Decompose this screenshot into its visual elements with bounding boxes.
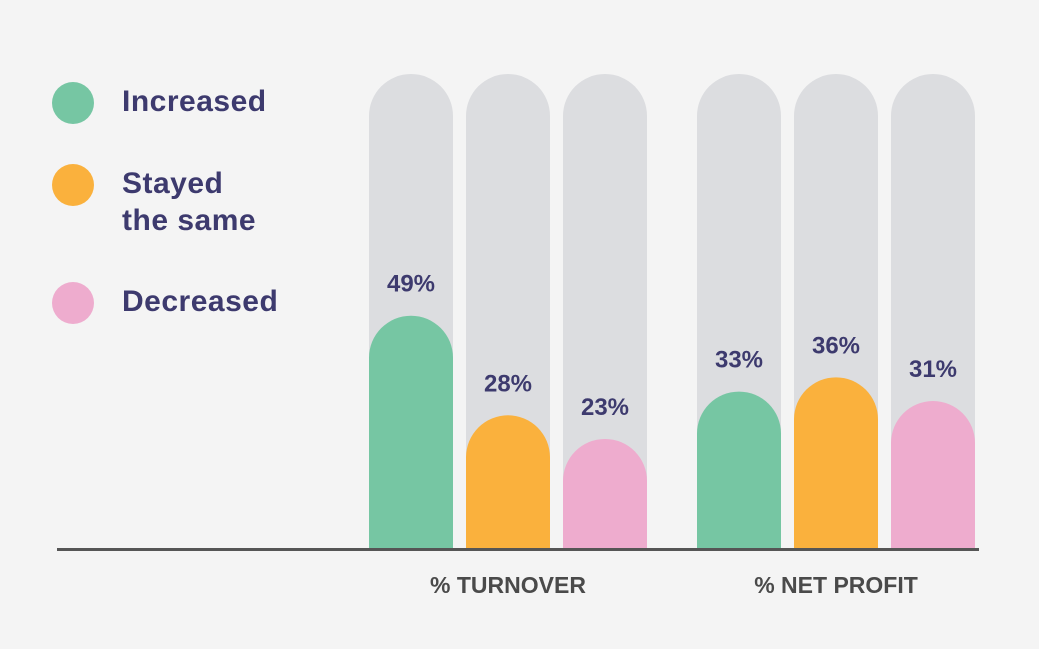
legend-item-stayed-the-same: Stayed the same xyxy=(52,164,256,239)
group-label-turnover: % TURNOVER xyxy=(430,572,586,598)
value-label-net-profit-stayed-the-same: 36% xyxy=(812,332,860,359)
bar-turnover-increased xyxy=(369,315,453,548)
group-labels: % TURNOVER % NET PROFIT xyxy=(430,572,918,598)
legend-label-increased: Increased xyxy=(122,85,267,118)
value-label-net-profit-decreased: 31% xyxy=(909,356,957,383)
legend-swatch-stayed-the-same xyxy=(52,164,94,206)
legend-item-decreased: Decreased xyxy=(52,282,278,324)
legend-label-stayed-the-same: Stayed the same xyxy=(122,167,257,237)
legend-swatch-decreased xyxy=(52,282,94,324)
legend-label-decreased: Decreased xyxy=(122,285,279,318)
bar-net-profit-stayed-the-same xyxy=(794,377,878,548)
value-label-turnover-increased: 49% xyxy=(387,271,435,298)
bar-net-profit-increased xyxy=(697,391,781,548)
bar-track-turnover-decreased xyxy=(563,74,647,548)
bar-turnover-decreased xyxy=(563,438,647,548)
legend-swatch-increased xyxy=(52,82,94,124)
value-labels: 49% 28% 23% 33% 36% 31% xyxy=(387,271,957,421)
bars xyxy=(369,315,975,548)
value-label-turnover-decreased: 23% xyxy=(581,394,629,421)
value-label-net-profit-increased: 33% xyxy=(715,347,763,374)
legend-item-increased: Increased xyxy=(52,82,267,124)
bar-net-profit-decreased xyxy=(891,401,975,548)
group-label-net-profit: % NET PROFIT xyxy=(754,572,918,598)
bar-tracks xyxy=(369,74,975,548)
bar-turnover-stayed-the-same xyxy=(466,415,550,548)
value-label-turnover-stayed-the-same: 28% xyxy=(484,370,532,397)
